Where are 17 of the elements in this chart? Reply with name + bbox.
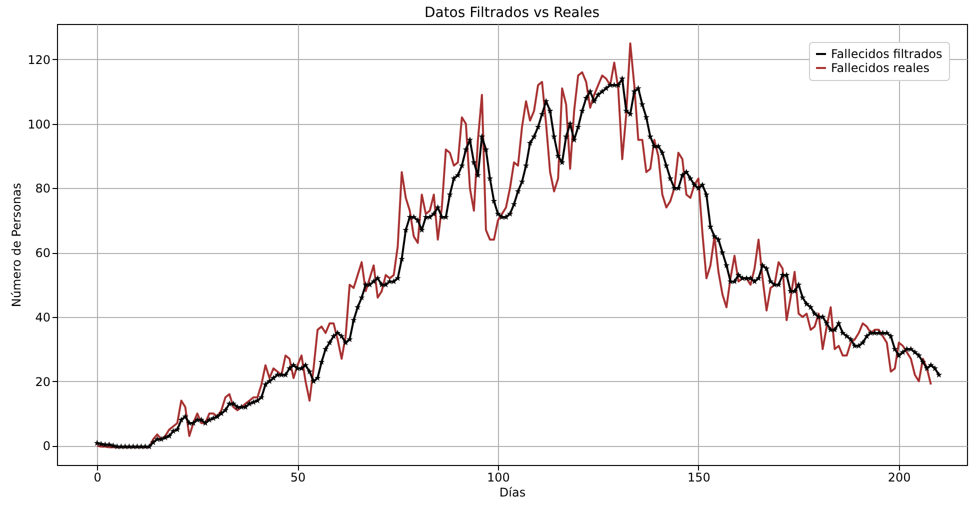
legend-label: Fallecidos filtrados xyxy=(831,47,942,61)
y-tick-label: 80 xyxy=(35,182,50,196)
x-tick-label: 100 xyxy=(487,470,510,484)
y-tick-label: 60 xyxy=(35,246,50,260)
x-tick-label: 200 xyxy=(888,470,911,484)
x-tick-label: 0 xyxy=(94,470,102,484)
x-axis-title: Días xyxy=(499,486,526,500)
y-tick-label: 120 xyxy=(28,52,50,67)
y-tick-label: 40 xyxy=(35,310,50,324)
x-tick-label: 50 xyxy=(290,470,306,484)
legend-label: Fallecidos reales xyxy=(831,61,930,75)
y-tick-label: 20 xyxy=(35,374,50,389)
y-tick-label: 0 xyxy=(42,439,50,454)
chart-title: Datos Filtrados vs Reales xyxy=(424,5,600,21)
y-tick-label: 100 xyxy=(28,117,50,132)
y-axis-title: Número de Personas xyxy=(10,182,24,308)
x-tick-label: 150 xyxy=(687,470,710,484)
